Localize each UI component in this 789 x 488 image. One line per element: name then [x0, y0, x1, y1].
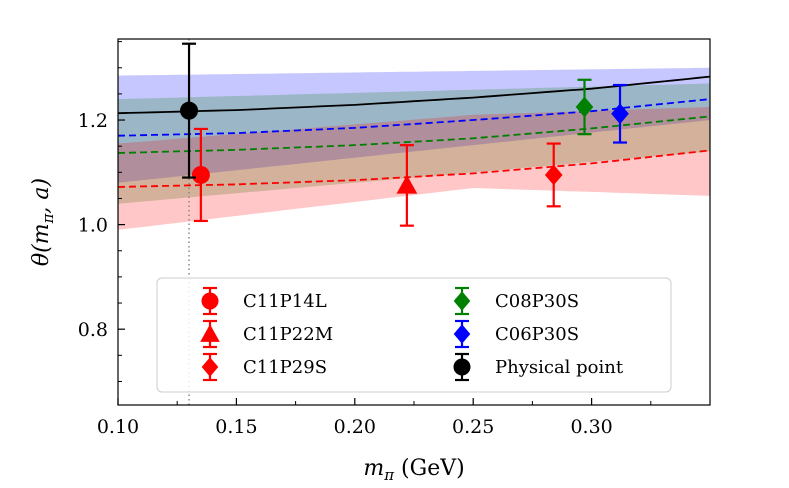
x-axis-label: mπ (GeV) — [363, 456, 464, 484]
y-tick-label: 1.2 — [78, 110, 108, 132]
data-point-marker — [611, 103, 629, 125]
legend-marker — [453, 291, 471, 311]
series-physical-point — [180, 42, 199, 179]
legend-label: C08P30S — [495, 291, 579, 312]
fit-line-0 — [118, 75, 710, 115]
series-c11p14l — [191, 127, 210, 223]
x-tick-label: 0.20 — [334, 416, 376, 438]
data-point-marker — [396, 175, 418, 194]
fit-curves — [118, 75, 710, 188]
x-tick-label: 0.30 — [570, 416, 612, 438]
series-c11p29s — [544, 142, 563, 208]
legend-marker — [201, 357, 219, 377]
y-axis-label: θ(mπ, a) — [29, 178, 57, 266]
series-c08p30s — [575, 78, 594, 136]
legend-entry-c11p14l: C11P14L — [201, 286, 327, 316]
legend-label: Physical point — [495, 357, 624, 378]
x-tick-label: 0.25 — [452, 416, 494, 438]
legend-box — [156, 277, 672, 393]
series-c11p22m — [396, 144, 418, 227]
legend-label: C11P22M — [243, 324, 333, 345]
data-point-marker — [191, 165, 210, 184]
x-tick-label: 0.10 — [97, 416, 139, 438]
legend-entry-physical-point: Physical point — [453, 352, 624, 382]
x-tick-label: 0.15 — [215, 416, 257, 438]
data-point-marker — [575, 96, 594, 118]
legend-label: C11P14L — [243, 291, 327, 312]
legend-marker — [453, 358, 471, 376]
data-point-marker — [544, 164, 563, 186]
legend-entry-c11p29s: C11P29S — [201, 352, 327, 382]
legend-marker — [453, 324, 471, 344]
y-tick-label: 0.8 — [78, 319, 108, 341]
data-point-marker — [180, 101, 199, 120]
data-points — [180, 42, 629, 227]
legend-entry-c06p30s: C06P30S — [453, 319, 579, 349]
uncertainty-band-0 — [118, 67, 710, 183]
legend-label: C11P29S — [243, 357, 327, 378]
axis-ticks: 0.10 0.15 0.20 0.25 0.30 0.8 1.0 1.2 — [78, 41, 652, 438]
legend-marker — [201, 292, 219, 310]
legend-label: C06P30S — [495, 324, 579, 345]
series-c06p30s — [611, 83, 629, 144]
legend-entry-c08p30s: C08P30S — [453, 286, 579, 316]
uncertainty-bands — [118, 67, 710, 230]
legend: C11P14L C11P22M C11P29S C08P30S C06P30S Physi… — [156, 277, 672, 393]
y-tick-label: 1.0 — [78, 215, 108, 237]
legend-entry-c11p22m: C11P22M — [200, 319, 333, 349]
legend-marker — [200, 324, 220, 342]
uncertainty-band-2 — [118, 107, 710, 230]
